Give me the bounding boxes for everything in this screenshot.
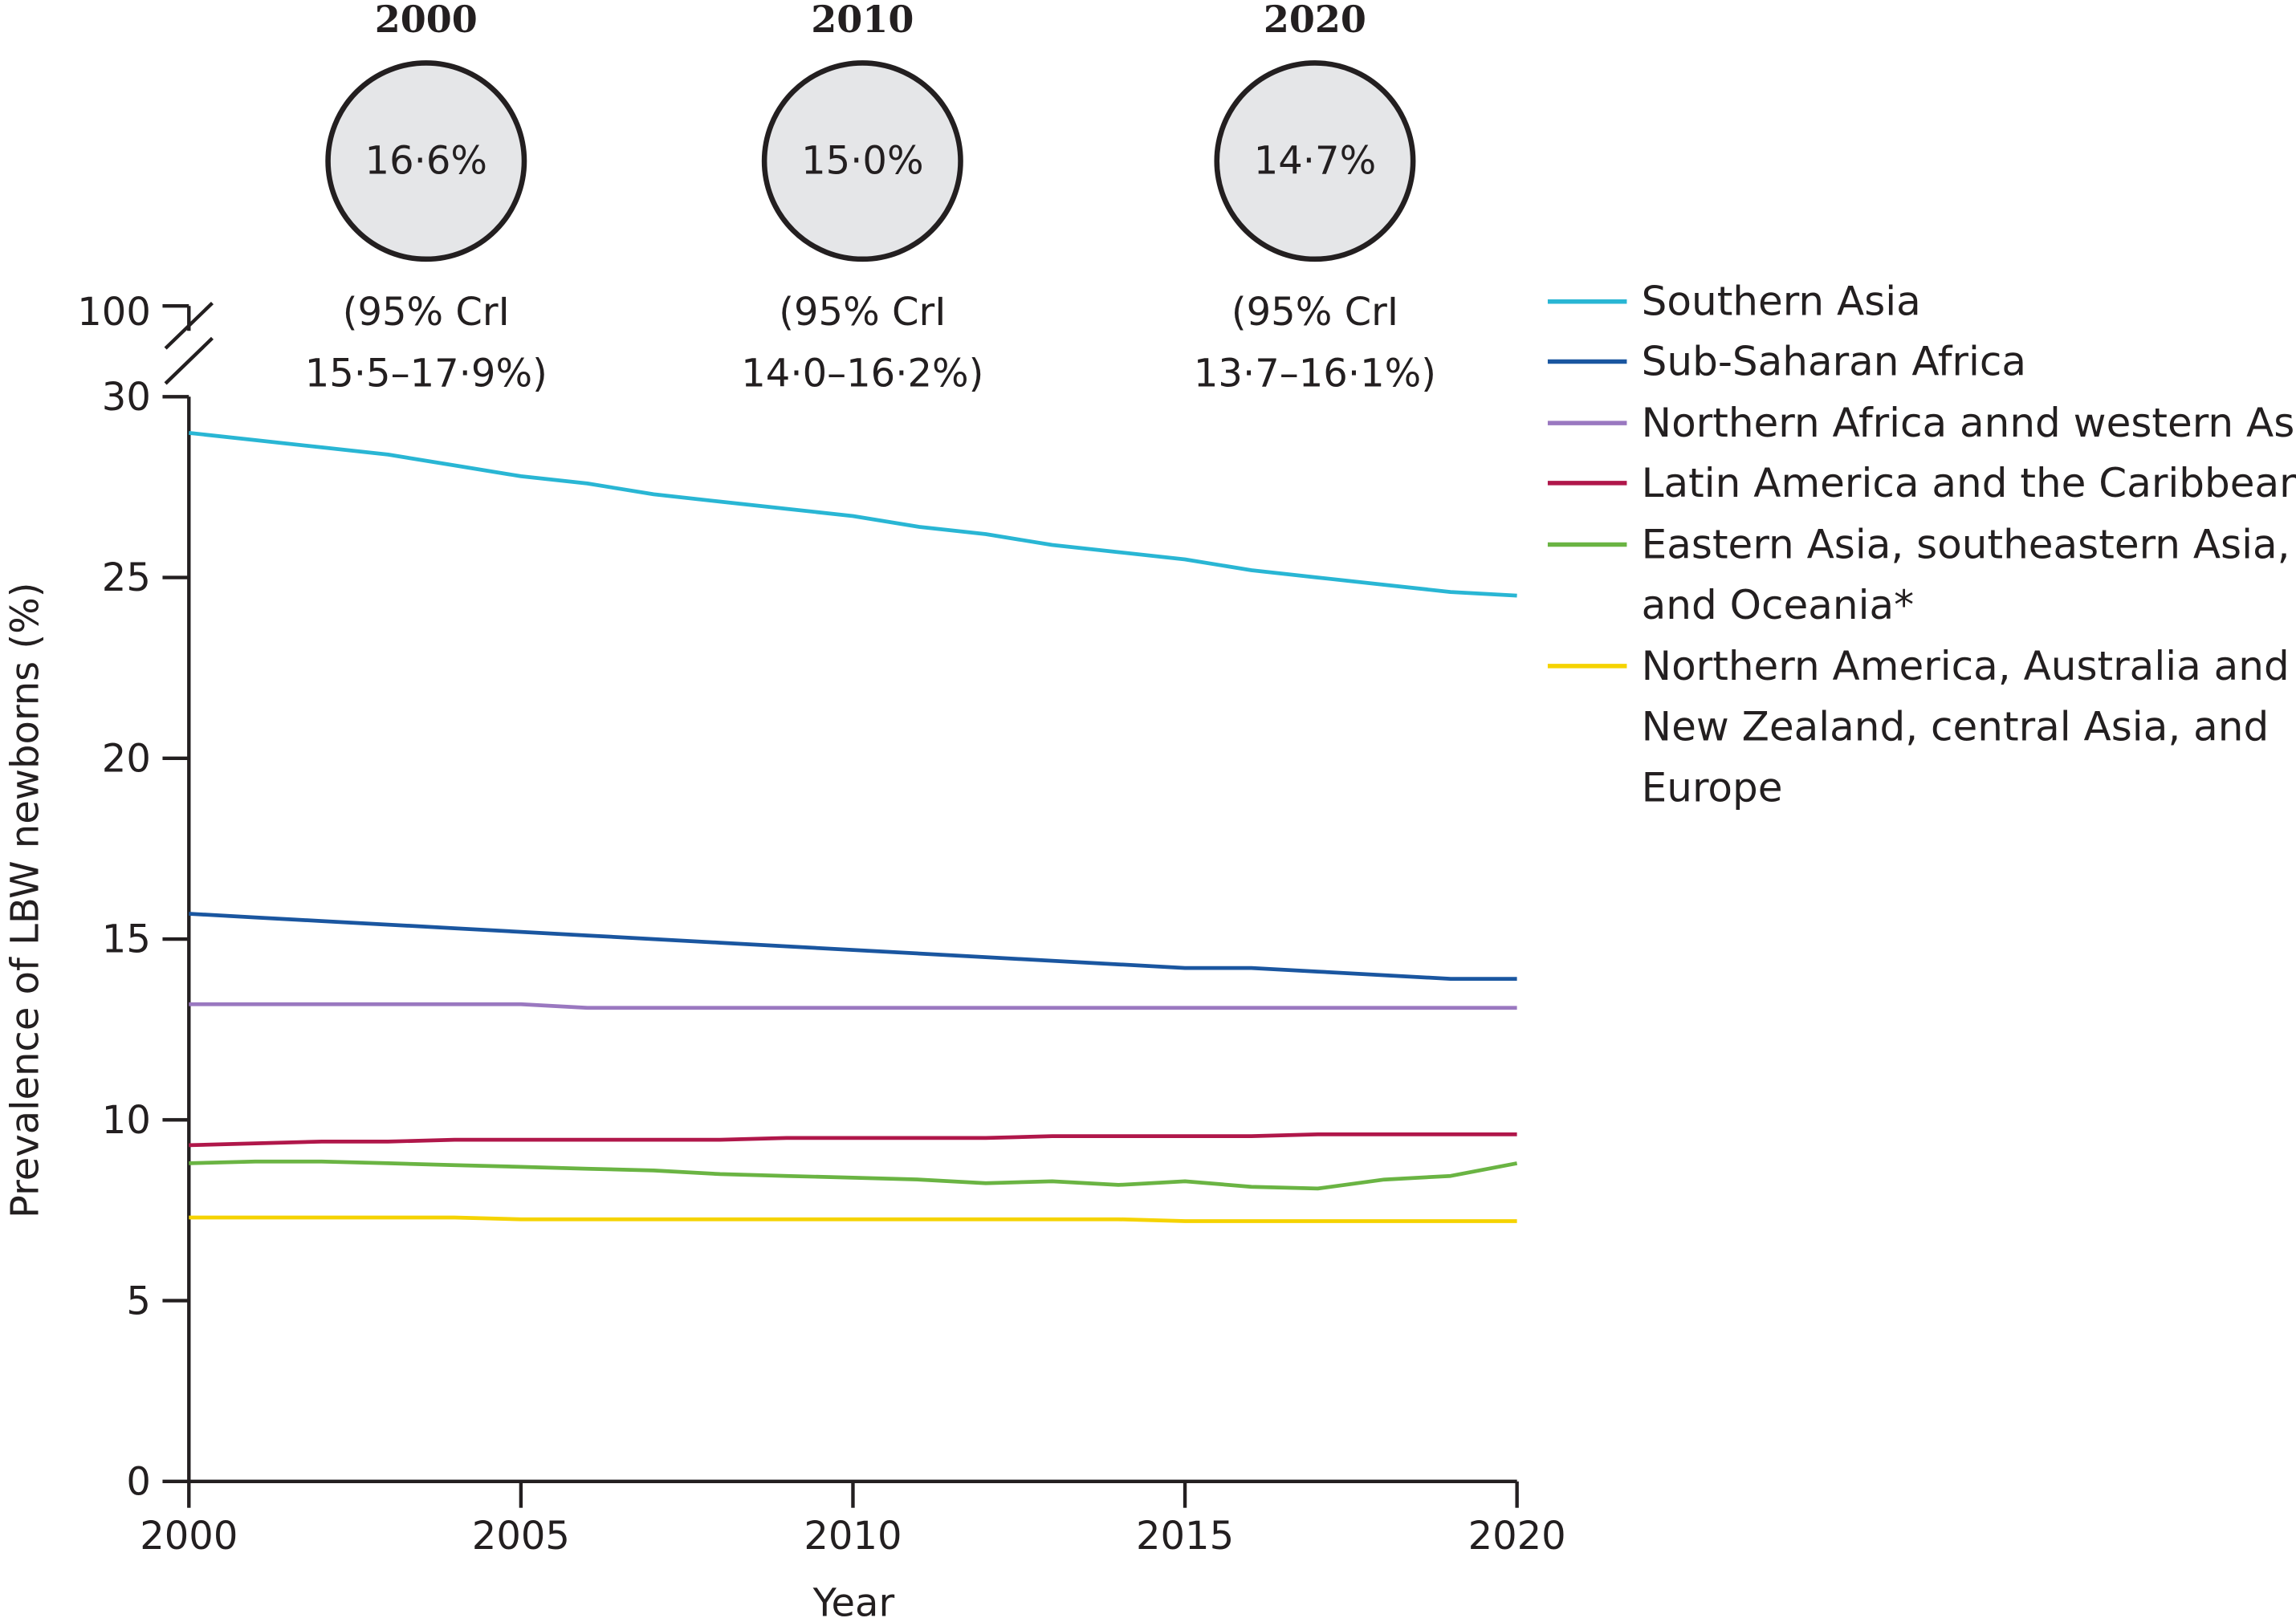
circle-value: 15·0% (801, 139, 923, 184)
circle-cri-line2: 13·7–16·1%) (1194, 352, 1436, 396)
y-axis-title: Prevalence of LBW newborns (%) (2, 582, 47, 1218)
summary-circle (1214, 60, 1416, 262)
series-line-4 (189, 1159, 1518, 1191)
circle-year-label: 2020 (1264, 0, 1366, 41)
y-tick-label: 30 (102, 375, 151, 420)
legend-label: Southern Asia (1642, 278, 1921, 325)
y-tick-label: 0 (126, 1460, 151, 1505)
series-lines (189, 431, 1518, 1223)
x-axis-title: Year (812, 1581, 895, 1618)
y-tick-label: 5 (126, 1279, 151, 1323)
series-line-5 (189, 1215, 1517, 1223)
circle-cri-line1: (95% CrI (779, 290, 946, 335)
x-tick-label: 2020 (1468, 1514, 1566, 1559)
circle-cri-line2: 14·0–16·2%) (741, 352, 983, 396)
y-tick-label: 10 (102, 1098, 151, 1143)
circle-year-label: 2010 (811, 0, 914, 41)
circle-year-label: 2000 (375, 0, 478, 41)
y-tick-label: 15 (102, 917, 151, 962)
axis-break-mark (164, 336, 214, 385)
axis-break-mark (164, 301, 214, 350)
x-tick-label: 2000 (140, 1514, 238, 1559)
x-tick-label: 2010 (804, 1514, 902, 1559)
circle-value: 14·7% (1254, 139, 1376, 184)
summary-circle (761, 60, 963, 262)
series-line-2 (189, 1002, 1517, 1010)
legend-label: Eastern Asia, southeastern Asia, (1642, 522, 2290, 568)
legend: Southern Asia Sub-Saharan Africa Northern … (1547, 278, 2296, 811)
legend-label: and Oceania* (1642, 582, 1914, 628)
x-tick-label: 2015 (1136, 1514, 1234, 1559)
legend-label: Northern Africa annd western Asia (1642, 400, 2296, 446)
series-line-0 (189, 431, 1517, 598)
circle-cri-line2: 15·5–17·9%) (305, 352, 548, 396)
series-line-1 (189, 912, 1517, 981)
circle-cri-line1: (95% CrI (1231, 290, 1398, 335)
legend-label: Northern America, Australia and (1642, 643, 2290, 689)
y-tick-label: 100 (77, 290, 151, 335)
summary-circle (325, 60, 527, 262)
legend-label: New Zealand, central Asia, and (1642, 704, 2270, 750)
legend-label: Europe (1642, 764, 1783, 811)
legend-label: Sub-Saharan Africa (1642, 339, 2026, 385)
axes: 100 0 5 10 15 20 25 30 2000 2005 2010 2015 2020 Year P… (2, 290, 1565, 1618)
y-tick-label: 20 (102, 736, 151, 781)
y-tick-label: 25 (102, 555, 151, 600)
summary-circles: 2000 16·6% (95% CrI 15·5–17·9%) 2010 15·0% (95… (305, 0, 1436, 396)
circle-cri-line1: (95% CrI (343, 290, 510, 335)
x-tick-label: 2005 (472, 1514, 570, 1559)
circle-value: 16·6% (365, 139, 487, 184)
legend-label: Latin America and the Caribbean (1642, 460, 2296, 506)
series-line-3 (189, 1132, 1517, 1148)
